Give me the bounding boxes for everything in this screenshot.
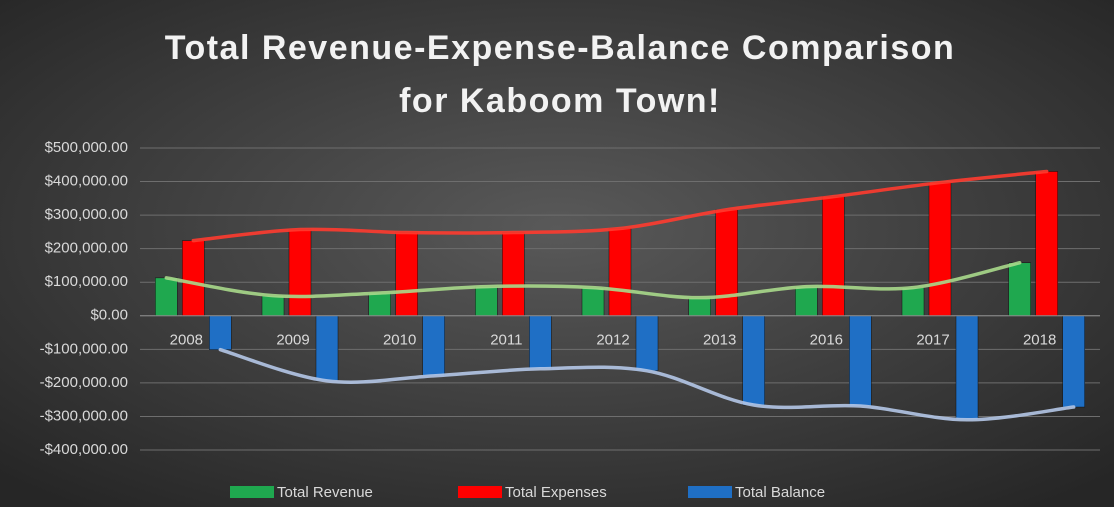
legend-label: Total Revenue [277,484,373,501]
bar [1062,315,1085,408]
x-tick-label: 2013 [703,332,736,349]
x-tick-label: 2011 [490,332,522,349]
legend-label: Total Expenses [505,484,607,501]
trend-line [191,169,1049,243]
bar [1008,262,1031,317]
bar [475,286,498,317]
chart-title: for Kaboom Town! [399,82,721,120]
y-tick-label: $0.00 [90,307,128,324]
bar [955,315,979,421]
y-tick-label: $100,000.00 [45,273,128,290]
bar [901,287,925,317]
bar [502,232,525,317]
x-tick-label: 2009 [276,332,309,349]
x-tick-label: 2016 [810,332,843,349]
bar [742,315,765,406]
trend-line [218,347,1076,422]
x-tick-label: 2010 [383,332,416,349]
y-tick-label: -$400,000.00 [40,441,128,458]
y-tick-label: $200,000.00 [45,240,128,257]
y-tick-label: $400,000.00 [45,173,128,190]
bar [608,228,632,317]
bar [182,240,205,317]
bar [529,315,552,370]
bar [715,209,738,317]
legend-label: Total Balance [735,484,825,501]
bar [155,277,178,317]
bar [581,287,605,317]
bar [928,182,952,317]
bar [688,297,711,317]
trend-line [164,261,1022,300]
x-tick-label: 2017 [916,332,949,349]
y-tick-label: -$100,000.00 [40,340,128,357]
bar [422,315,445,377]
bar [368,292,391,317]
bar [315,315,339,382]
x-tick-label: 2018 [1023,332,1056,349]
bar [849,315,872,407]
bar [261,295,285,317]
legend-swatch [688,486,732,498]
bar [209,315,232,350]
bar [822,196,845,317]
y-tick-label: $500,000.00 [45,139,128,156]
legend-swatch [230,486,274,498]
bar [795,286,818,317]
bar [635,315,659,372]
bar [288,229,312,317]
bar [1035,171,1058,317]
y-tick-label: -$200,000.00 [40,374,128,391]
y-tick-label: $300,000.00 [45,206,128,223]
y-tick-label: -$300,000.00 [40,407,128,424]
x-tick-label: 2008 [170,332,203,349]
bar [395,232,418,317]
x-tick-label: 2012 [596,332,629,349]
chart-title: Total Revenue-Expense-Balance Comparison [165,29,956,67]
legend-swatch [458,486,502,498]
